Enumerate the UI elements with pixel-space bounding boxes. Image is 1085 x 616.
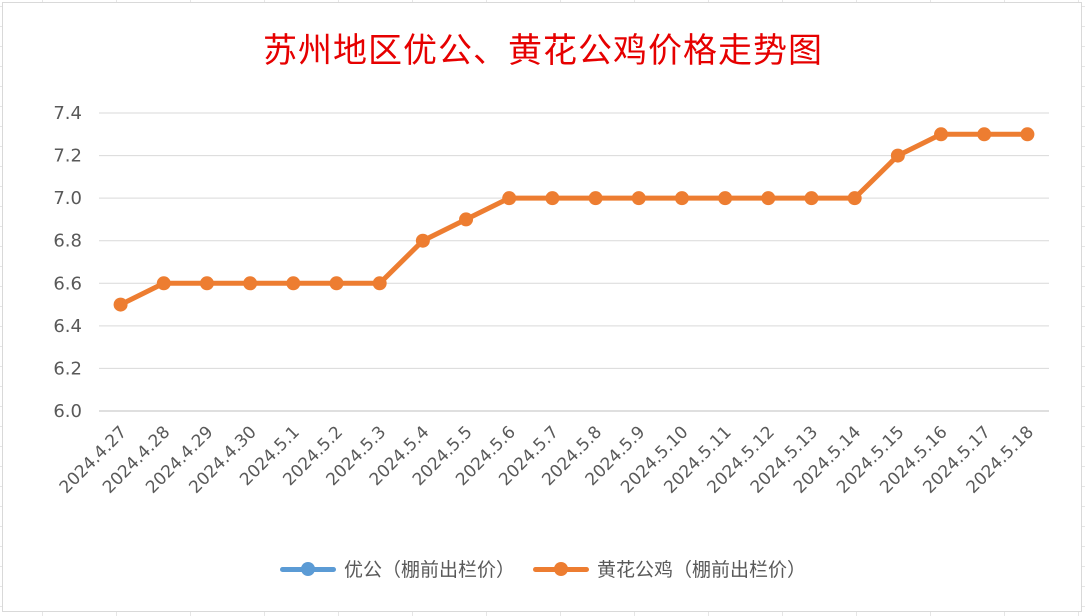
data-point-series-2[interactable] xyxy=(113,297,128,312)
chart-title: 苏州地区优公、黄花公鸡价格走势图 xyxy=(263,31,823,71)
y-tick-label: 6.6 xyxy=(53,273,82,294)
data-point-series-2[interactable] xyxy=(631,191,646,206)
x-axis-ticks: 2024.4.272024.4.282024.4.292024.4.302024… xyxy=(56,422,1038,497)
legend-swatch-series-2 xyxy=(533,561,589,576)
legend-label-series-2: 黄花公鸡（棚前出栏价） xyxy=(597,559,807,581)
legend: 优公（棚前出栏价） 黄花公鸡（棚前出栏价） xyxy=(3,555,1083,582)
data-point-series-2[interactable] xyxy=(718,191,733,206)
plot-area: 6.0 6.2 6.4 6.6 6.8 7.0 7.2 7.4 2024.4.272024.4… xyxy=(53,103,1049,498)
y-tick-label: 7.2 xyxy=(53,146,82,167)
legend-swatch-series-1 xyxy=(279,561,336,576)
y-tick-label: 7.4 xyxy=(53,103,82,124)
data-point-series-2[interactable] xyxy=(977,127,992,142)
series-layer xyxy=(113,127,1035,312)
legend-label-series-1: 优公（棚前出栏价） xyxy=(343,559,515,581)
data-point-series-2[interactable] xyxy=(804,191,819,206)
y-axis-ticks: 6.0 6.2 6.4 6.6 6.8 7.0 7.2 7.4 xyxy=(53,103,82,422)
series-line-2 xyxy=(118,131,1030,308)
data-point-series-2[interactable] xyxy=(459,212,474,227)
y-tick-label: 6.0 xyxy=(53,401,82,422)
y-tick-label: 6.4 xyxy=(53,316,82,337)
data-point-series-2[interactable] xyxy=(329,276,344,291)
data-point-series-2[interactable] xyxy=(286,276,301,291)
data-point-series-2[interactable] xyxy=(502,191,517,206)
data-point-series-2[interactable] xyxy=(199,276,214,291)
legend-item-series-2[interactable]: 黄花公鸡（棚前出栏价） xyxy=(533,555,806,582)
data-point-series-2[interactable] xyxy=(761,191,776,206)
data-point-series-2[interactable] xyxy=(890,148,905,163)
data-point-series-2[interactable] xyxy=(415,233,430,248)
y-tick-label: 6.8 xyxy=(53,231,82,252)
data-point-series-2[interactable] xyxy=(588,191,603,206)
data-point-series-2[interactable] xyxy=(156,276,171,291)
data-point-series-2[interactable] xyxy=(847,191,862,206)
data-point-series-2[interactable] xyxy=(674,191,689,206)
y-tick-label: 6.2 xyxy=(53,358,82,379)
data-point-series-2[interactable] xyxy=(372,276,387,291)
data-point-series-2[interactable] xyxy=(545,191,560,206)
data-point-series-2[interactable] xyxy=(1020,127,1035,142)
data-point-series-2[interactable] xyxy=(934,127,949,142)
legend-item-series-1[interactable]: 优公（棚前出栏价） xyxy=(279,555,515,582)
data-point-series-2[interactable] xyxy=(243,276,258,291)
y-tick-label: 7.0 xyxy=(53,188,82,209)
gridlines xyxy=(99,112,1049,412)
